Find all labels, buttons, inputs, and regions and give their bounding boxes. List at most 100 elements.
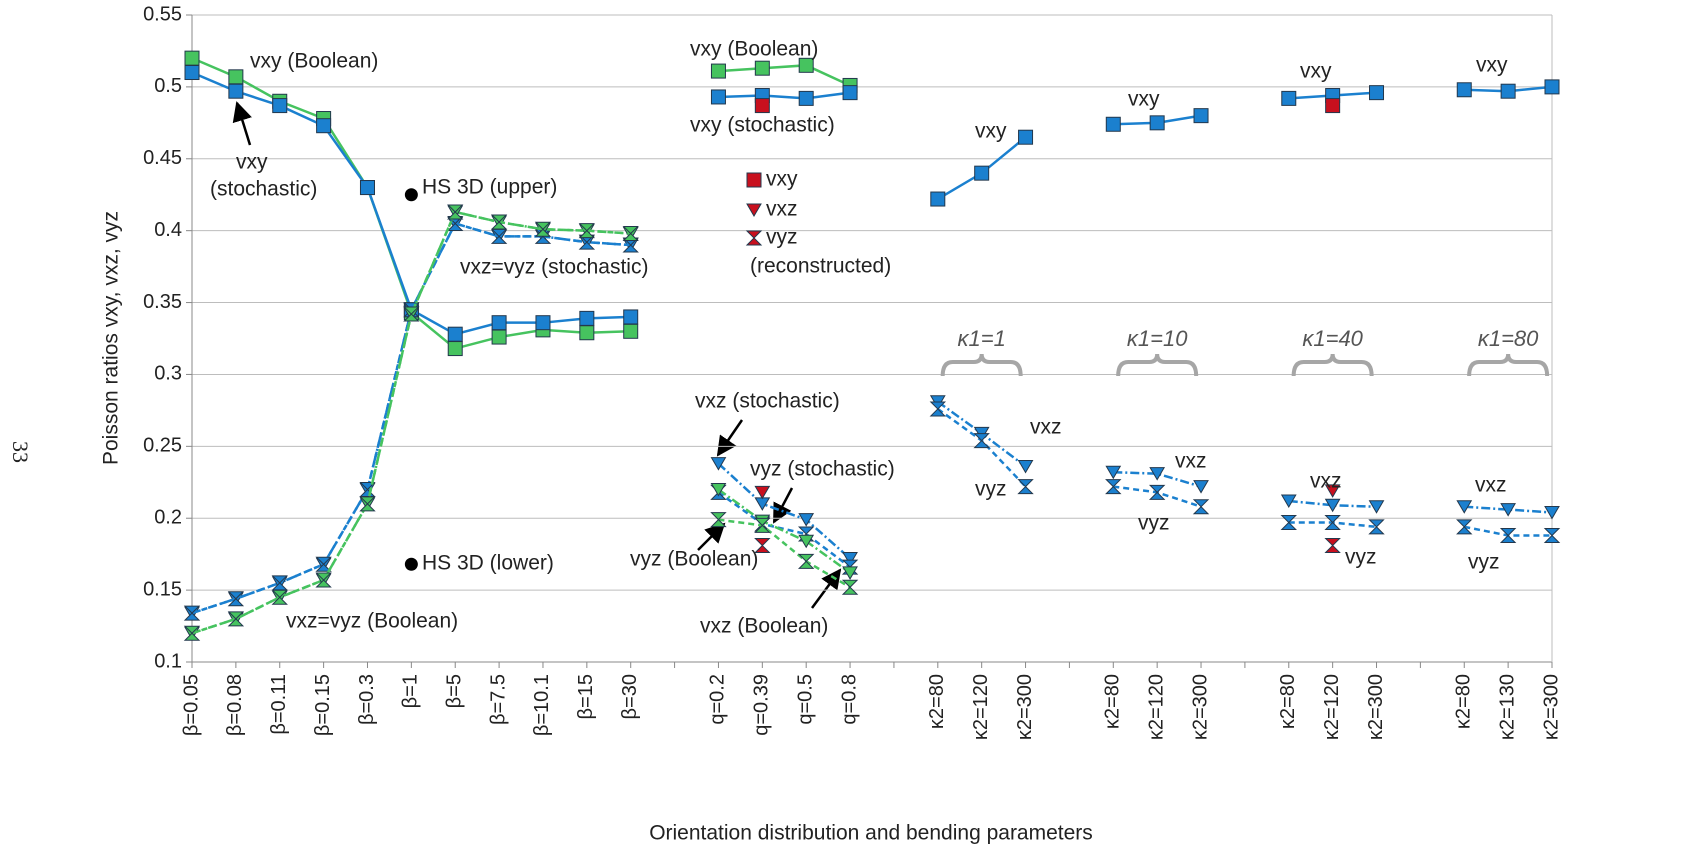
point (1499, 527, 1517, 543)
point (746, 203, 762, 217)
series-label: HS 3D (lower) (422, 552, 554, 575)
series (404, 557, 418, 571)
x-tick-label: β=30 (619, 674, 641, 719)
annotation: vxz=vyz (stochastic) (460, 256, 648, 279)
x-tick-label: β=0.05 (180, 674, 202, 736)
point (1192, 499, 1210, 515)
point (1369, 85, 1385, 101)
y-axis-label: Poisson ratios vxy, vxz, vyz (100, 211, 123, 465)
point (447, 204, 464, 220)
point (841, 579, 859, 595)
point (184, 65, 200, 81)
annotation: vxz (1310, 470, 1342, 493)
point (798, 534, 815, 549)
series (754, 538, 1341, 554)
x-tick-label: β=15 (575, 674, 597, 719)
point (1324, 498, 1341, 513)
annotation: vxy (975, 120, 1007, 143)
point (710, 512, 727, 528)
point (491, 329, 507, 345)
point (1105, 479, 1122, 495)
point (798, 513, 815, 527)
y-tick-label: 0.5 (154, 75, 182, 97)
series-label: vyz (stochastic) (750, 458, 895, 481)
annotation: vxy (Boolean) (250, 50, 378, 73)
annotation: vyz (1468, 551, 1500, 574)
point (1017, 479, 1034, 495)
arrow (772, 487, 794, 524)
annotation: vxy (1128, 88, 1160, 111)
point (183, 605, 201, 621)
point (710, 89, 726, 105)
point (1368, 500, 1385, 514)
series-label: vxy (stochastic) (690, 114, 835, 137)
y-tick-label: 0.1 (154, 650, 182, 672)
point (228, 69, 244, 85)
annotation: vxy (236, 151, 268, 174)
brace (1291, 353, 1374, 377)
annotation: vxy (1300, 60, 1332, 83)
series (184, 65, 1560, 342)
series-label: vxy (766, 168, 798, 191)
point (578, 223, 596, 239)
x-tick-label: κ2=120 (1145, 674, 1167, 740)
point (228, 83, 244, 99)
annotation: vxz (1175, 450, 1207, 473)
annotation: vyz (975, 478, 1007, 501)
point (1324, 538, 1341, 554)
series (754, 98, 1341, 114)
point (798, 57, 814, 73)
point (359, 180, 375, 196)
point (403, 306, 420, 322)
point (447, 326, 463, 342)
x-tick-label: β=1 (400, 674, 422, 708)
point (973, 433, 990, 449)
point (1500, 83, 1516, 99)
point (1018, 129, 1034, 145)
point (930, 191, 946, 207)
annotation: vxz=vyz (Boolean) (286, 610, 458, 633)
series (754, 484, 1341, 500)
arrows (232, 101, 842, 609)
x-tick-label: β=10.1 (531, 674, 553, 736)
series-label: vxz (766, 198, 798, 221)
arrow (232, 101, 252, 146)
group-label: κ1=80 (1478, 326, 1539, 351)
x-tick-label: q=0.39 (751, 674, 773, 736)
point (1368, 519, 1385, 535)
point (491, 315, 507, 331)
point (1105, 116, 1121, 132)
point (316, 118, 332, 134)
x-tick-label: β=0.15 (312, 674, 334, 736)
point (710, 457, 727, 471)
point (1325, 98, 1341, 114)
point (1280, 494, 1297, 508)
point (1149, 467, 1166, 481)
series-line (191, 71, 1553, 336)
point (490, 228, 508, 244)
point (1324, 484, 1341, 498)
point (1544, 79, 1560, 95)
x-tick-label: κ2=300 (1540, 674, 1562, 740)
point (1105, 465, 1122, 480)
brace (940, 353, 1023, 377)
x-tick-label: β=5 (444, 674, 466, 708)
x-axis-label: Orientation distribution and bending par… (649, 822, 1093, 845)
point (710, 482, 727, 497)
point (754, 60, 770, 76)
point (315, 556, 332, 572)
annotation: vyz (1345, 546, 1377, 569)
x-tick-label: κ2=80 (1453, 674, 1475, 729)
point (754, 497, 771, 511)
point (359, 496, 376, 512)
point (974, 165, 990, 181)
series-label: HS 3D (upper) (422, 176, 557, 199)
point (623, 323, 639, 339)
y-tick-label: 0.2 (154, 507, 182, 529)
point (579, 310, 595, 326)
series-label: vyz (766, 226, 798, 249)
point (315, 572, 332, 588)
point (1543, 527, 1561, 543)
series-label: vxz (stochastic) (695, 390, 840, 413)
